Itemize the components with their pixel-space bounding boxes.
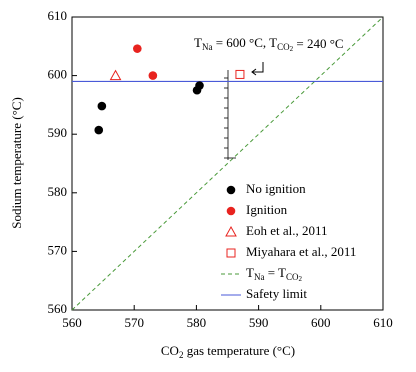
annotation-part: CO (277, 42, 290, 52)
point (109, 69, 122, 81)
legend-label: Eoh et al., 2011 (246, 223, 327, 238)
plot-frame (71, 16, 384, 311)
annotation-part: Na (202, 42, 213, 52)
x-tick-label: 570 (124, 315, 144, 330)
annotation-part: = 240 °C (293, 36, 343, 51)
x-axis-label: CO2 gas temperature (°C) (161, 343, 295, 360)
annotation-part: T (194, 35, 202, 50)
legend-marker (226, 185, 236, 195)
y-tick-label: 560 (48, 301, 68, 316)
legend-label-part: T (246, 265, 254, 280)
point (94, 125, 104, 135)
x-tick-label: 600 (311, 315, 331, 330)
point (148, 71, 158, 80)
legend-label: No ignition (246, 181, 306, 196)
legend-label-part: Safety limit (246, 286, 307, 301)
x-tick-label: 590 (249, 315, 269, 330)
point (133, 44, 142, 53)
annotation-part: = 600 °C, T (212, 35, 277, 50)
legend-label-part: CO (286, 272, 299, 282)
x-tick-label: 580 (187, 315, 207, 330)
point (235, 69, 245, 79)
inset-axis (224, 70, 236, 160)
annotation-part: 2 (290, 45, 294, 53)
y-tick-label: 590 (48, 125, 68, 140)
y-tick-label: 600 (48, 67, 68, 82)
legend-marker (225, 225, 237, 237)
legend-label: Miyahara et al., 2011 (246, 244, 356, 259)
legend-marker (226, 248, 236, 258)
y-tick-label: 580 (48, 184, 68, 199)
x-tick-label: 610 (373, 315, 393, 330)
identity-line (71, 16, 384, 311)
legend-label: TNa = TCO2 (246, 265, 303, 283)
legend-marker (226, 206, 236, 216)
x-axis-label-part: CO (161, 343, 179, 358)
legend-label-part: Na (254, 272, 265, 282)
legend-label: Ignition (246, 202, 288, 217)
y-tick-label: 610 (48, 8, 68, 23)
annotation: TNa = 600 °C, TCO2 = 240 °C (194, 35, 344, 53)
x-axis-label-part: gas temperature (°C) (183, 343, 295, 358)
point (97, 101, 107, 111)
legend-label-part: 2 (299, 275, 303, 283)
legend-label-part: = T (264, 265, 286, 280)
y-tick-label: 570 (48, 242, 68, 257)
legend-label: Safety limit (246, 286, 307, 301)
x-axis-label-part: 2 (179, 350, 184, 360)
point (195, 81, 204, 90)
y-axis-label: Sodium temperature (°C) (9, 97, 24, 229)
annotation-arrow (251, 62, 264, 76)
x-tick-label: 560 (62, 315, 82, 330)
